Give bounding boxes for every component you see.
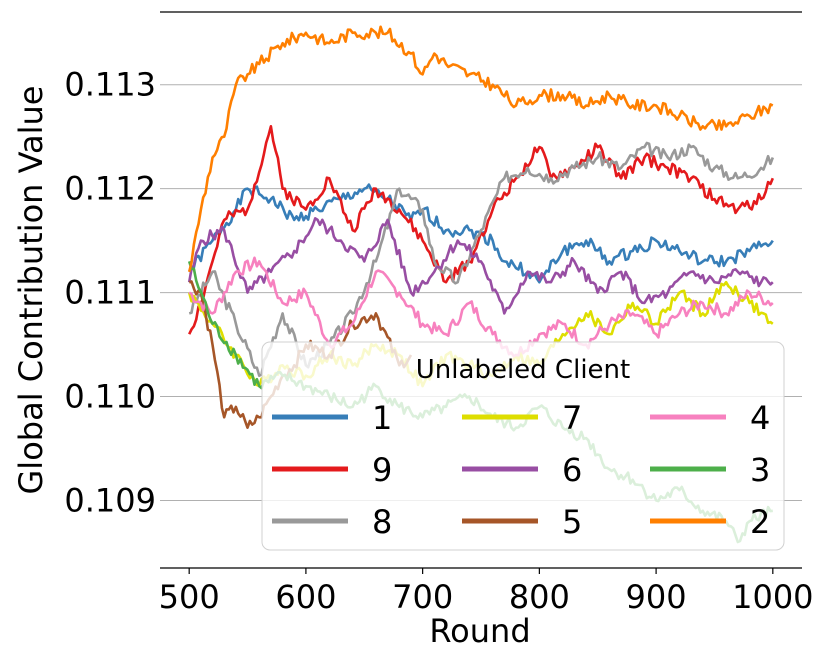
series-line-6 [187, 217, 774, 315]
legend-label-7: 7 [562, 399, 582, 437]
series-line-2 [187, 25, 774, 273]
legend-label-2: 2 [750, 503, 770, 541]
x-tick-label: 500 [159, 578, 220, 616]
x-tick-label: 900 [626, 578, 687, 616]
y-tick-label: 0.110 [64, 378, 156, 416]
legend-label-1: 1 [372, 399, 392, 437]
legend-entries: 1 9 8 7 6 5 4 3 2 [272, 399, 770, 541]
legend-title: Unlabeled Client [416, 355, 630, 385]
legend-label-4: 4 [750, 399, 770, 437]
y-tick-label: 0.111 [64, 274, 156, 312]
legend-label-8: 8 [372, 503, 392, 541]
legend-box [261, 341, 785, 551]
x-tick-label: 1000 [732, 578, 813, 616]
y-axis-label: Global Contribution Value [12, 86, 50, 495]
x-tick-label: 600 [275, 578, 336, 616]
y-tick-label: 0.113 [64, 66, 156, 104]
legend-label-6: 6 [562, 451, 582, 489]
y-ticks: 0.109 0.110 0.111 0.112 0.113 [64, 66, 156, 520]
x-axis-label: Round [429, 612, 530, 650]
x-tick-label: 700 [392, 578, 453, 616]
x-tick-label: 800 [509, 578, 570, 616]
legend: Unlabeled Client 1 9 8 7 6 5 4 3 2 [261, 341, 785, 551]
legend-label-3: 3 [750, 451, 770, 489]
legend-label-5: 5 [562, 503, 582, 541]
series-line-4 [188, 256, 774, 358]
x-ticks: 500 600 700 800 900 1000 [159, 568, 814, 616]
legend-label-9: 9 [372, 451, 392, 489]
y-tick-label: 0.112 [64, 170, 156, 208]
y-tick-label: 0.109 [64, 481, 156, 519]
series-line-8 [188, 141, 775, 377]
